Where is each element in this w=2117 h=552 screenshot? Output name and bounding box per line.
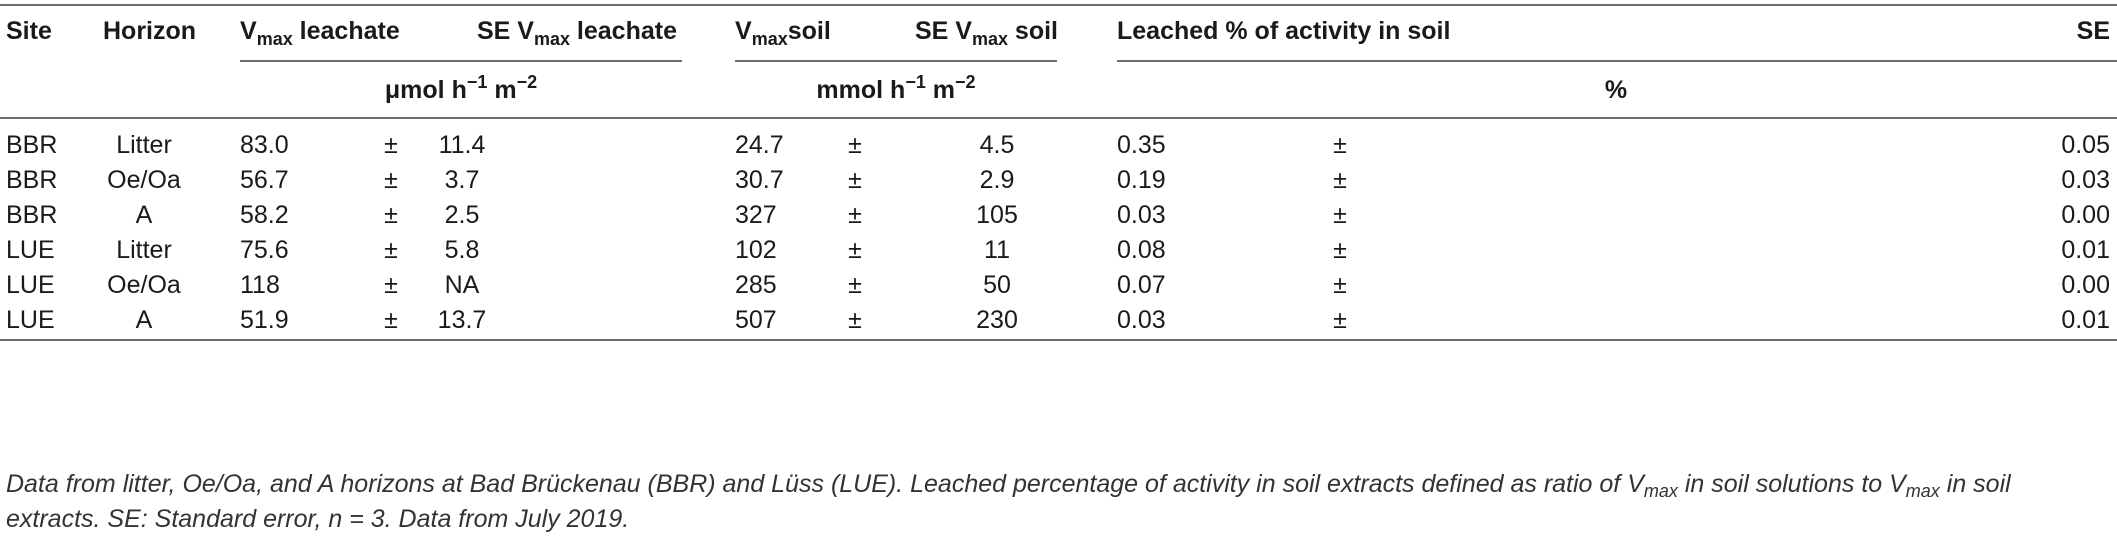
header-leached-pct: Leached % of activity in soil — [1117, 17, 1451, 45]
cell-se-leachate: 3.7 — [444, 166, 480, 194]
cell-vmax-leachate: 51.9 — [240, 306, 289, 334]
cell-se-pct: 0.03 — [2061, 166, 2110, 194]
cell-horizon: A — [135, 306, 153, 334]
cell-vmax-leachate: 75.6 — [240, 236, 289, 264]
cell-se-soil: 105 — [976, 201, 1018, 229]
cell-vmax-leachate: 118 — [240, 271, 280, 299]
cell-site: BBR — [6, 166, 58, 194]
header-bottom-rule — [0, 117, 2117, 119]
cell-se-leachate: 5.8 — [444, 236, 480, 264]
cell-se-soil: 11 — [984, 236, 1010, 264]
cell-horizon: Litter — [116, 236, 172, 264]
cell-se-leachate: 11.4 — [438, 131, 486, 159]
cell-site: BBR — [6, 201, 58, 229]
table-top-rule — [0, 4, 2117, 6]
cell-pm: ± — [384, 236, 398, 264]
cell-pm: ± — [848, 131, 862, 159]
cell-pm: ± — [384, 131, 398, 159]
cell-se-soil: 4.5 — [979, 131, 1015, 159]
cell-horizon: Oe/Oa — [107, 271, 181, 299]
cell-se-soil: 2.9 — [979, 166, 1015, 194]
header-se: SE — [2076, 17, 2110, 45]
cell-vmax-leachate: 83.0 — [240, 131, 289, 159]
cell-horizon: Litter — [116, 131, 172, 159]
cell-se-soil: 50 — [983, 271, 1011, 299]
cell-pm: ± — [1333, 131, 1347, 159]
soil-unit-rule — [735, 60, 1057, 62]
header-vmax-soil: Vmaxsoil — [735, 17, 831, 49]
cell-leached-pct: 0.03 — [1117, 201, 1166, 229]
cell-pm: ± — [848, 236, 862, 264]
cell-se-soil: 230 — [976, 306, 1018, 334]
unit-percent: % — [1604, 76, 1628, 104]
pct-unit-rule — [1117, 60, 2117, 62]
cell-pm: ± — [384, 306, 398, 334]
cell-se-leachate: 2.5 — [444, 201, 480, 229]
cell-pm: ± — [1333, 236, 1347, 264]
cell-horizon: Oe/Oa — [107, 166, 181, 194]
header-vmax-leachate: Vmax leachate — [240, 17, 400, 49]
cell-vmax-soil: 285 — [735, 271, 777, 299]
cell-se-pct: 0.01 — [2061, 236, 2110, 264]
cell-leached-pct: 0.08 — [1117, 236, 1166, 264]
header-se-vmax-soil: SE Vmax soil — [914, 17, 1058, 49]
cell-se-leachate: NA — [444, 271, 480, 299]
cell-vmax-soil: 24.7 — [735, 131, 784, 159]
cell-leached-pct: 0.07 — [1117, 271, 1166, 299]
cell-se-pct: 0.00 — [2061, 201, 2110, 229]
cell-vmax-leachate: 56.7 — [240, 166, 289, 194]
header-se-vmax-leachate: SE Vmax leachate — [476, 17, 677, 49]
cell-leached-pct: 0.19 — [1117, 166, 1166, 194]
cell-vmax-soil: 507 — [735, 306, 777, 334]
table-bottom-rule — [0, 339, 2117, 341]
cell-pm: ± — [384, 271, 398, 299]
cell-pm: ± — [848, 166, 862, 194]
cell-site: LUE — [6, 306, 55, 334]
cell-leached-pct: 0.03 — [1117, 306, 1166, 334]
leachate-unit-rule — [240, 60, 682, 62]
cell-pm: ± — [848, 306, 862, 334]
cell-pm: ± — [1333, 306, 1347, 334]
unit-soil: mmol h−1 m−2 — [816, 72, 976, 104]
cell-site: LUE — [6, 236, 55, 264]
cell-se-pct: 0.05 — [2061, 131, 2110, 159]
cell-horizon: A — [135, 201, 153, 229]
cell-vmax-soil: 102 — [735, 236, 777, 264]
cell-pm: ± — [848, 201, 862, 229]
unit-leachate: μmol h−1 m−2 — [384, 72, 538, 104]
cell-pm: ± — [1333, 201, 1347, 229]
header-horizon: Horizon — [103, 17, 197, 45]
cell-se-pct: 0.00 — [2061, 271, 2110, 299]
table-caption: Data from litter, Oe/Oa, and A horizons … — [6, 470, 2011, 533]
cell-pm: ± — [384, 201, 398, 229]
cell-leached-pct: 0.35 — [1117, 131, 1166, 159]
cell-pm: ± — [848, 271, 862, 299]
cell-pm: ± — [384, 166, 398, 194]
cell-pm: ± — [1333, 271, 1347, 299]
cell-site: LUE — [6, 271, 55, 299]
cell-site: BBR — [6, 131, 58, 159]
cell-vmax-leachate: 58.2 — [240, 201, 289, 229]
header-site: Site — [6, 17, 52, 45]
cell-se-leachate: 13.7 — [437, 306, 487, 334]
cell-vmax-soil: 327 — [735, 201, 777, 229]
cell-vmax-soil: 30.7 — [735, 166, 784, 194]
cell-se-pct: 0.01 — [2061, 306, 2110, 334]
cell-pm: ± — [1333, 166, 1347, 194]
